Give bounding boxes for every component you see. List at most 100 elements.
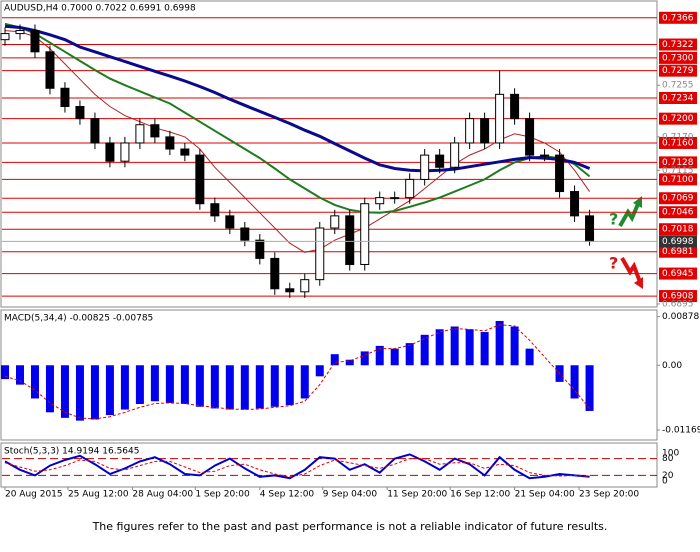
- price-title: AUDUSD,H4 0.7000 0.7022 0.6991 0.6998: [4, 4, 196, 14]
- macd-bar: [240, 365, 249, 410]
- macd-bar: [375, 345, 384, 366]
- macd-bar: [90, 365, 99, 420]
- y-tick-label: 100: [662, 449, 679, 459]
- macd-bar: [315, 365, 324, 377]
- candle-body: [135, 124, 145, 144]
- macd-bar: [30, 365, 39, 399]
- macd-bar: [420, 334, 429, 366]
- level-label: 0.7300: [662, 53, 694, 63]
- candle-body: [75, 106, 85, 120]
- candle-body: [0, 33, 10, 41]
- macd-bar: [360, 351, 369, 366]
- moving-average: [4, 24, 591, 173]
- candle-body: [300, 279, 310, 293]
- macd-bar: [150, 365, 159, 402]
- level-box: [659, 206, 697, 219]
- y-tick-label: -0.01169: [662, 425, 700, 435]
- candle-body: [360, 203, 370, 265]
- level-label: 0.7100: [662, 175, 694, 185]
- candle-body: [390, 197, 400, 200]
- macd-bar: [180, 365, 189, 405]
- level-label: 0.7160: [662, 138, 694, 148]
- level-box: [659, 51, 697, 64]
- macd-bar: [510, 326, 519, 366]
- x-tick-label: 20 Aug 2015: [5, 490, 63, 500]
- candle-body: [45, 51, 55, 89]
- level-label: 0.7234: [662, 93, 694, 103]
- level-label: 0.6945: [662, 269, 694, 279]
- annotation: ?: [609, 210, 618, 229]
- macd-bar: [225, 365, 234, 410]
- macd-bar: [495, 320, 504, 366]
- macd-bar: [450, 326, 459, 366]
- y-tick-label: 20: [662, 471, 674, 481]
- macd-bar: [0, 365, 9, 380]
- level-box: [659, 156, 697, 169]
- y-tick-label: 80: [662, 454, 674, 464]
- level-label: 0.7322: [662, 40, 694, 50]
- candle-body: [240, 227, 250, 241]
- candle-body: [555, 154, 565, 193]
- level-label: 0.7366: [662, 13, 694, 23]
- last-price-label: 0.6998: [662, 237, 694, 247]
- level-label: 0.6908: [662, 292, 694, 302]
- macd-title: MACD(5,34,4) -0.00825 -0.00785: [4, 314, 153, 324]
- candle-body: [150, 124, 160, 138]
- macd-bar: [135, 365, 144, 405]
- x-tick-label: 1 Sep 20:00: [195, 490, 250, 500]
- macd-bar: [480, 332, 489, 366]
- moving-average: [4, 22, 591, 214]
- down-arrow-head: [634, 277, 643, 289]
- level-box: [659, 38, 697, 51]
- stoch-line: [4, 458, 590, 478]
- candle-body: [420, 154, 430, 180]
- level-label: 0.7018: [662, 225, 694, 235]
- candle-body: [375, 197, 385, 205]
- candle-body: [510, 93, 520, 120]
- candle-body: [285, 288, 295, 293]
- x-tick-label: 21 Sep 04:00: [515, 490, 575, 500]
- candle-body: [495, 93, 505, 144]
- down-arrow: [620, 257, 642, 283]
- level-box: [659, 267, 697, 280]
- macd-bar: [345, 359, 354, 366]
- candle-body: [525, 118, 535, 156]
- candle-body: [255, 239, 265, 259]
- level-box: [659, 91, 697, 104]
- price-panel: [0, 0, 658, 308]
- y-tick-label: 0.6895: [662, 299, 694, 309]
- macd-bar: [165, 365, 174, 403]
- macd-bar: [120, 365, 129, 410]
- candle-body: [60, 87, 70, 108]
- candle-body: [165, 136, 175, 150]
- level-box: [659, 245, 697, 258]
- macd-bar: [390, 348, 399, 366]
- macd-bar: [15, 365, 24, 385]
- level-box: [659, 112, 697, 125]
- macd-bar: [210, 365, 219, 409]
- x-tick-label: 11 Sep 20:00: [387, 490, 447, 500]
- level-label: 0.7069: [662, 194, 694, 204]
- macd-bar: [285, 365, 294, 406]
- candle-body: [180, 148, 190, 156]
- macd-signal: [4, 324, 590, 420]
- macd-bar: [330, 354, 339, 366]
- candle-body: [480, 118, 490, 144]
- candle-body: [90, 118, 100, 144]
- y-tick-label: 0.7255: [662, 81, 694, 91]
- moving-average: [4, 30, 591, 253]
- candle-body: [270, 257, 280, 290]
- level-box: [659, 136, 697, 149]
- x-tick-label: 16 Sep 12:00: [450, 490, 510, 500]
- x-tick-label: 9 Sep 04:00: [323, 490, 378, 500]
- macd-bar: [195, 365, 204, 407]
- level-label: 0.6981: [662, 247, 694, 257]
- candle-body: [120, 142, 130, 162]
- candle-body: [315, 227, 325, 281]
- candle-body: [465, 118, 475, 144]
- candle-body: [30, 30, 40, 53]
- y-tick-label: 0.00: [662, 361, 682, 371]
- disclaimer: The figures refer to the past and past p…: [92, 520, 608, 533]
- x-tick-label: 23 Sep 20:00: [579, 490, 639, 500]
